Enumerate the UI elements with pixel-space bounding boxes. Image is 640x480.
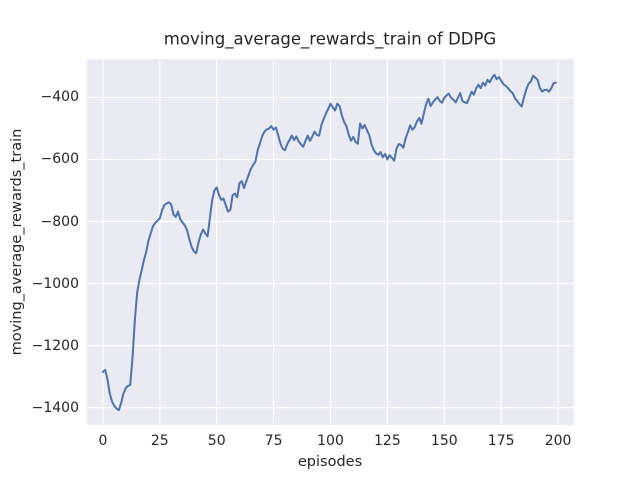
x-tick-label: 125 (374, 433, 401, 449)
data-series-line (101, 73, 557, 412)
x-tick-label: 50 (207, 433, 226, 449)
y-tick-label: −1200 (31, 337, 79, 354)
y-tick-label: −1400 (31, 399, 79, 416)
plot-area (87, 59, 574, 425)
y-tick-label: −400 (40, 89, 79, 106)
x-tick-label: 150 (430, 433, 458, 449)
y-tick-label: −600 (40, 151, 79, 168)
x-axis-label: episodes (297, 454, 363, 470)
x-tick-label: 75 (264, 433, 283, 449)
y-tick-label: −1000 (31, 275, 79, 292)
plot-svg (87, 59, 574, 425)
x-tick-label: 0 (98, 433, 108, 449)
x-tick-label: 25 (150, 433, 169, 449)
x-tick-label: 100 (317, 433, 344, 449)
y-axis-label: moving_average_rewards_train (9, 128, 25, 356)
x-tick-label: 200 (544, 433, 572, 449)
gridlines (87, 59, 574, 425)
x-tick-label: 175 (487, 433, 515, 449)
y-tick-label: −800 (40, 213, 79, 230)
chart-title: moving_average_rewards_train of DDPG (163, 29, 497, 49)
line-moving_average_rewards_train (101, 73, 557, 412)
